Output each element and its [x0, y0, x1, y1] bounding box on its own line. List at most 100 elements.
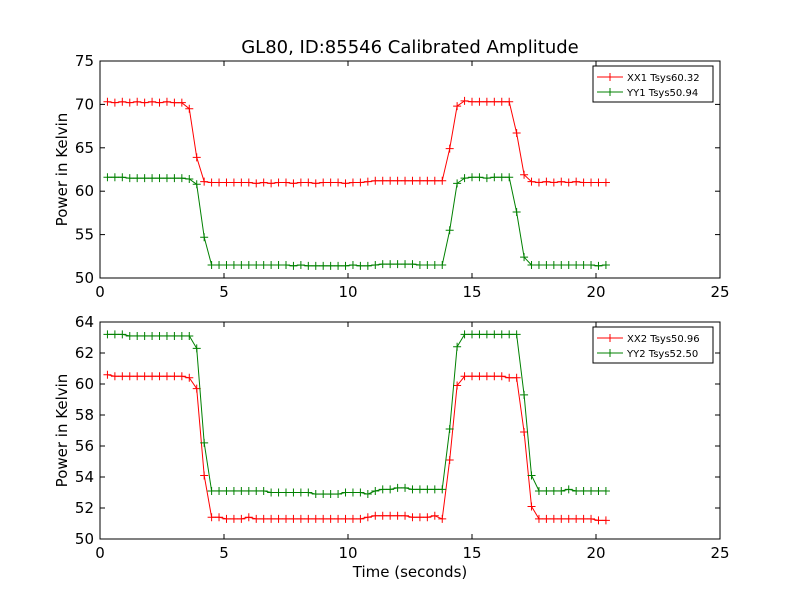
- data-point: [267, 179, 276, 188]
- data-point: [200, 471, 209, 480]
- data-point: [393, 511, 402, 520]
- data-point: [244, 178, 253, 187]
- data-point: [549, 178, 558, 187]
- data-point: [534, 514, 543, 523]
- data-point: [200, 438, 209, 447]
- data-point: [572, 486, 581, 495]
- data-point: [378, 176, 387, 185]
- data-point: [408, 513, 417, 522]
- data-point: [274, 260, 283, 269]
- data-point: [148, 174, 157, 183]
- data-point: [542, 514, 551, 523]
- data-point: [118, 173, 127, 182]
- data-point: [468, 330, 476, 339]
- data-point: [579, 514, 588, 523]
- data-point: [512, 129, 521, 138]
- data-point: [445, 455, 454, 464]
- data-point: [289, 261, 298, 270]
- data-point: [408, 260, 417, 269]
- data-point: [110, 372, 119, 381]
- data-point: [110, 98, 119, 107]
- data-point: [162, 331, 171, 340]
- data-point: [430, 176, 439, 185]
- data-point: [170, 372, 179, 381]
- data-point: [289, 179, 298, 188]
- data-point: [505, 330, 514, 339]
- data-point: [475, 372, 484, 381]
- data-point: [512, 208, 521, 217]
- data-point: [103, 370, 112, 379]
- data-point: [557, 177, 566, 186]
- data-point: [505, 373, 514, 382]
- data-point: [133, 97, 142, 106]
- data-point: [326, 178, 335, 187]
- data-point: [282, 488, 290, 497]
- data-point: [371, 511, 380, 520]
- data-point: [490, 372, 499, 381]
- data-point: [311, 261, 320, 270]
- data-point: [319, 490, 328, 499]
- data-point: [497, 173, 506, 182]
- data-point: [110, 330, 119, 339]
- data-point: [326, 261, 335, 270]
- data-point: [534, 178, 543, 187]
- data-point: [393, 483, 402, 492]
- y-tick-label: 75: [75, 52, 94, 70]
- data-point: [587, 514, 596, 523]
- data-point: [542, 260, 551, 269]
- data-point: [252, 486, 261, 495]
- data-point: [282, 260, 290, 269]
- data-point: [229, 514, 238, 523]
- data-point: [363, 490, 372, 499]
- data-point: [177, 372, 186, 381]
- data-point: [415, 513, 424, 522]
- data-point: [475, 330, 484, 339]
- data-point: [341, 488, 350, 497]
- data-point: [490, 97, 499, 106]
- x-tick-label: 25: [710, 283, 729, 301]
- legend-box: [592, 326, 714, 364]
- data-point: [215, 513, 224, 522]
- data-point: [125, 98, 134, 107]
- data-point: [334, 514, 343, 523]
- data-point: [601, 178, 610, 187]
- x-tick-label: 25: [710, 544, 729, 562]
- data-point: [229, 486, 238, 495]
- data-point: [274, 178, 283, 187]
- data-point: [445, 226, 454, 235]
- data-point: [564, 178, 573, 187]
- data-point: [296, 260, 305, 269]
- data-point: [557, 514, 566, 523]
- data-point: [564, 260, 573, 269]
- data-point: [497, 330, 506, 339]
- data-point: [475, 97, 484, 106]
- data-point: [601, 486, 610, 495]
- data-point: [482, 174, 491, 183]
- y-axis-label: Power in Kelvin: [53, 374, 71, 488]
- data-point: [520, 170, 529, 179]
- data-point: [140, 331, 149, 340]
- y-tick-label: 65: [75, 139, 94, 157]
- data-point: [155, 98, 164, 107]
- data-point: [304, 488, 313, 497]
- data-point: [594, 261, 603, 270]
- data-point: [393, 260, 402, 269]
- data-point: [207, 513, 216, 522]
- data-point: [438, 485, 447, 494]
- data-point: [148, 97, 157, 106]
- y-tick-label: 60: [75, 182, 94, 200]
- data-point: [334, 261, 343, 270]
- data-point: [549, 486, 558, 495]
- data-point: [185, 175, 194, 184]
- data-point: [572, 177, 581, 186]
- data-point: [438, 514, 447, 523]
- data-point: [170, 331, 179, 340]
- data-point: [296, 178, 305, 187]
- x-tick-label: 15: [462, 544, 481, 562]
- data-point: [215, 486, 224, 495]
- axes-frame: [99, 60, 721, 279]
- data-point: [438, 260, 447, 269]
- y-tick-label: 62: [75, 344, 94, 362]
- y-tick-label: 64: [75, 313, 94, 331]
